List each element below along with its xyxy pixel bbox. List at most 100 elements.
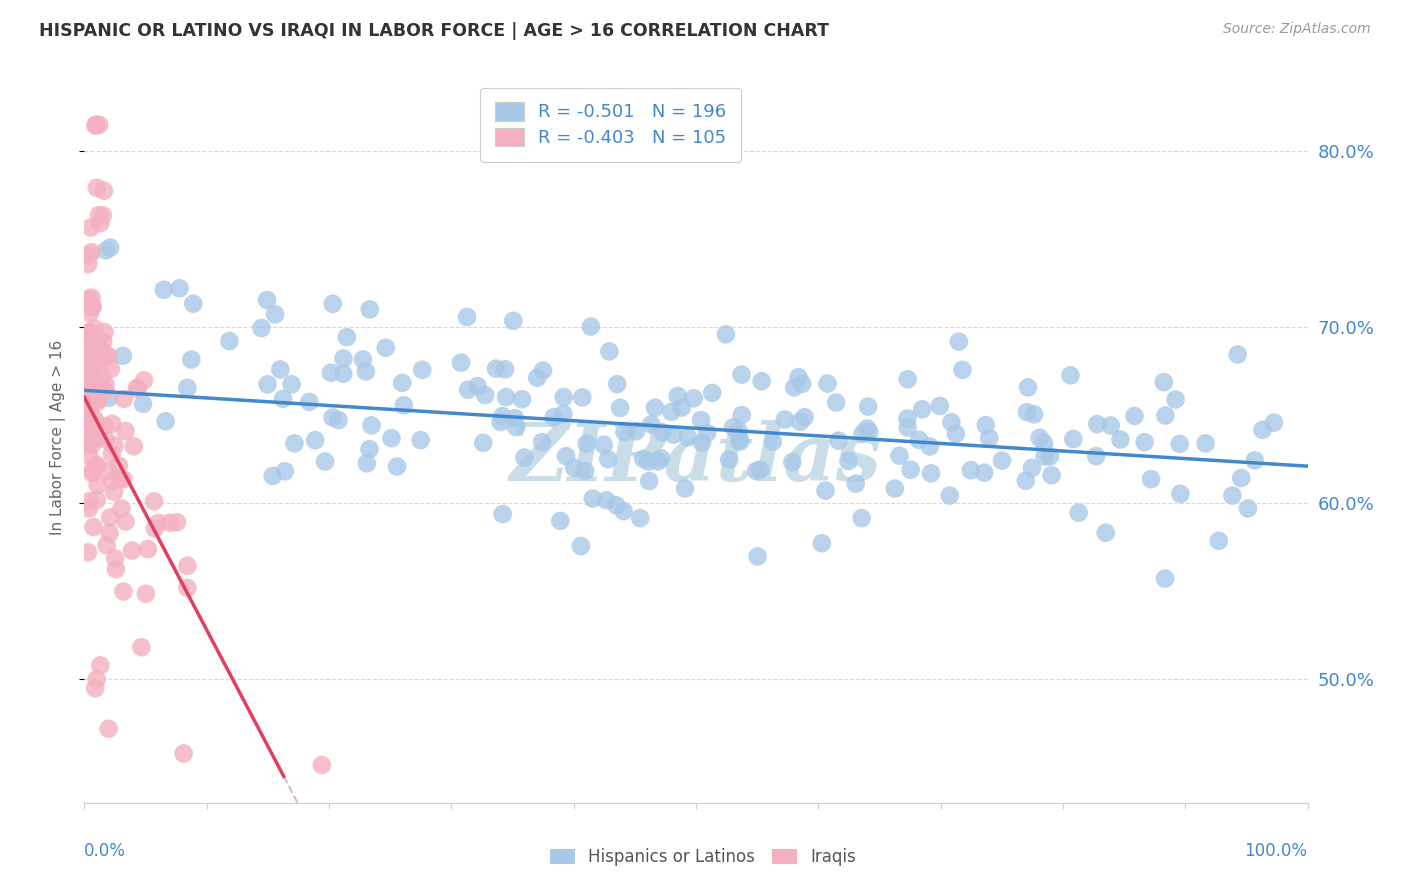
Point [513,450,536,465]
Point [762,434,785,449]
Point [728,433,751,447]
Point [96,349,118,363]
Point [97,722,120,736]
Point [562,460,585,475]
Point [181,296,204,310]
Point [114,515,136,529]
Point [86,493,108,508]
Point [952,363,974,377]
Point [83,343,105,357]
Point [1085,449,1108,463]
Point [1222,489,1244,503]
Point [155,414,177,428]
Point [502,314,524,328]
Point [450,356,472,370]
Point [112,392,135,406]
Point [80,437,103,451]
Point [98,526,121,541]
Point [87,343,110,357]
Point [173,747,195,761]
Point [77,293,100,308]
Point [77,438,100,452]
Point [1085,417,1108,431]
Point [690,413,713,427]
Point [1094,525,1116,540]
Point [82,520,104,534]
Point [332,367,354,381]
Point [1226,347,1249,361]
Point [82,463,104,477]
Point [1208,533,1230,548]
Point [86,478,108,492]
Point [180,352,202,367]
Point [973,466,995,480]
Point [322,297,344,311]
Point [751,374,773,388]
Point [727,424,749,438]
Point [673,482,696,496]
Point [374,341,396,355]
Point [1109,433,1132,447]
Point [89,658,111,673]
Point [82,300,104,314]
Point [575,436,598,450]
Point [218,334,240,348]
Point [494,362,516,376]
Point [80,220,103,235]
Point [356,456,378,470]
Point [503,411,526,425]
Point [94,433,117,447]
Point [908,433,931,447]
Point [94,244,117,258]
Point [96,538,118,552]
Point [1099,418,1122,433]
Point [86,429,108,443]
Point [250,321,273,335]
Point [731,408,754,422]
Point [79,403,101,417]
Point [526,370,548,384]
Point [574,464,596,478]
Point [411,363,433,377]
Point [93,325,115,339]
Point [86,458,108,473]
Point [1230,471,1253,485]
Point [280,377,302,392]
Point [83,412,105,426]
Point [456,310,478,324]
Point [624,425,647,439]
Point [845,476,868,491]
Point [1017,380,1039,394]
Point [77,401,100,415]
Point [93,184,115,198]
Point [87,353,110,368]
Point [274,464,297,478]
Point [322,410,344,425]
Point [1015,405,1038,419]
Point [77,545,100,559]
Point [101,474,124,488]
Point [108,458,131,473]
Legend: R = -0.501   N = 196, R = -0.403   N = 105: R = -0.501 N = 196, R = -0.403 N = 105 [481,87,741,161]
Point [304,434,326,448]
Point [77,501,100,516]
Point [98,510,121,524]
Point [121,543,143,558]
Point [269,362,291,376]
Point [77,360,100,375]
Point [974,418,997,433]
Point [77,381,100,395]
Point [900,463,922,477]
Point [256,293,278,307]
Point [103,484,125,499]
Point [256,377,278,392]
Point [1154,409,1177,423]
Point [1123,409,1146,423]
Point [132,373,155,387]
Point [169,281,191,295]
Point [77,249,100,263]
Point [80,413,103,427]
Point [87,342,110,356]
Point [87,208,110,222]
Point [598,344,620,359]
